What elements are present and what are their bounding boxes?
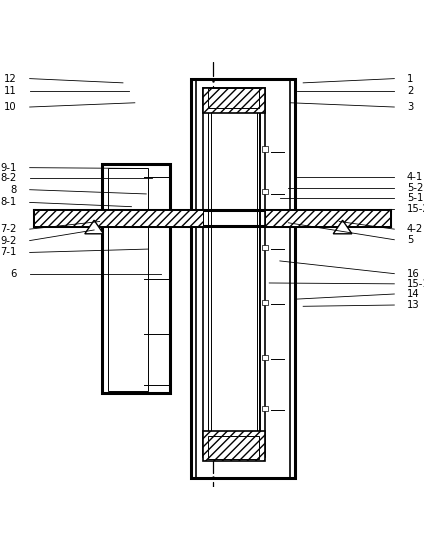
Text: 1: 1 (407, 74, 413, 83)
Text: 6: 6 (11, 268, 17, 279)
Text: 9-1: 9-1 (0, 163, 17, 172)
Text: 5: 5 (407, 235, 413, 245)
Bar (102, 164, 170, 393)
Text: 16: 16 (407, 268, 420, 279)
Text: 8-1: 8-1 (1, 198, 17, 208)
Bar (34, 210, 203, 226)
Text: 10: 10 (4, 102, 17, 112)
Text: 5-2: 5-2 (407, 183, 424, 193)
Text: 4-1: 4-1 (407, 172, 423, 182)
Text: 8-2: 8-2 (1, 173, 17, 183)
Text: 9-2: 9-2 (0, 236, 17, 245)
Bar (208, 92, 260, 452)
Bar (203, 88, 265, 114)
Bar (262, 245, 268, 250)
Text: 11: 11 (4, 86, 17, 96)
Text: 7-2: 7-2 (0, 224, 17, 234)
Bar (262, 355, 268, 360)
Text: 4-2: 4-2 (407, 224, 423, 234)
Text: 5-1: 5-1 (407, 193, 424, 203)
Text: 2: 2 (407, 86, 413, 96)
Text: 7-1: 7-1 (0, 248, 17, 257)
Bar (203, 88, 265, 457)
Bar (265, 210, 390, 226)
Text: 12: 12 (4, 74, 17, 83)
Bar (211, 94, 257, 451)
Text: 14: 14 (407, 289, 420, 299)
Bar (262, 300, 268, 305)
Text: 3: 3 (407, 102, 413, 112)
Bar (262, 189, 268, 194)
Bar (208, 93, 259, 452)
Polygon shape (85, 220, 103, 234)
Bar (191, 80, 295, 478)
Bar (262, 147, 268, 152)
Polygon shape (333, 220, 352, 234)
Bar (203, 432, 265, 461)
Bar (208, 436, 259, 458)
Bar (208, 88, 259, 108)
Text: 8: 8 (11, 184, 17, 195)
Text: 13: 13 (407, 300, 420, 310)
Text: 15-1: 15-1 (407, 279, 424, 289)
Bar (262, 406, 268, 411)
Bar (108, 169, 148, 391)
Text: 15-2: 15-2 (407, 204, 424, 214)
